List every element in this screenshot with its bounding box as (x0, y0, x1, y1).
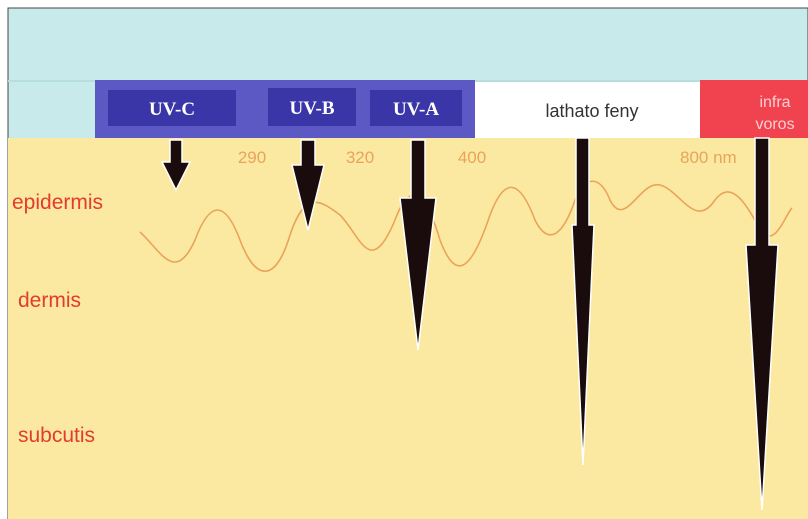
band-label: UV-A (393, 99, 439, 120)
diagram: UV-C UV-B UV-A lathato feny infra voros … (0, 0, 808, 519)
band-label: UV-B (289, 98, 334, 119)
band-label: infra (759, 94, 790, 111)
skin (8, 138, 808, 519)
band-label: lathato feny (545, 101, 638, 121)
layer-label: epidermis (12, 191, 103, 214)
band-label: voros (755, 116, 794, 133)
layer-label: dermis (18, 289, 81, 312)
wavelength: 320 (346, 148, 374, 167)
layer-label: subcutis (18, 424, 95, 447)
wavelength: 800 nm (680, 148, 737, 167)
wavelength: 400 (458, 148, 486, 167)
band-label: UV-C (149, 99, 195, 120)
wavelength: 290 (238, 148, 266, 167)
